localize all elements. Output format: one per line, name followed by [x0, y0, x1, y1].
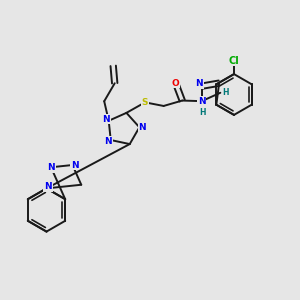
Text: O: O	[172, 79, 179, 88]
Text: N: N	[198, 97, 206, 106]
Text: N: N	[139, 123, 146, 132]
Text: Cl: Cl	[229, 56, 239, 66]
Text: N: N	[196, 79, 203, 88]
Text: N: N	[103, 115, 110, 124]
Text: S: S	[142, 98, 148, 107]
Text: N: N	[71, 160, 79, 169]
Text: N: N	[44, 182, 52, 191]
Text: H: H	[200, 108, 206, 117]
Text: N: N	[104, 137, 112, 146]
Text: H: H	[223, 88, 229, 97]
Text: N: N	[47, 164, 55, 172]
